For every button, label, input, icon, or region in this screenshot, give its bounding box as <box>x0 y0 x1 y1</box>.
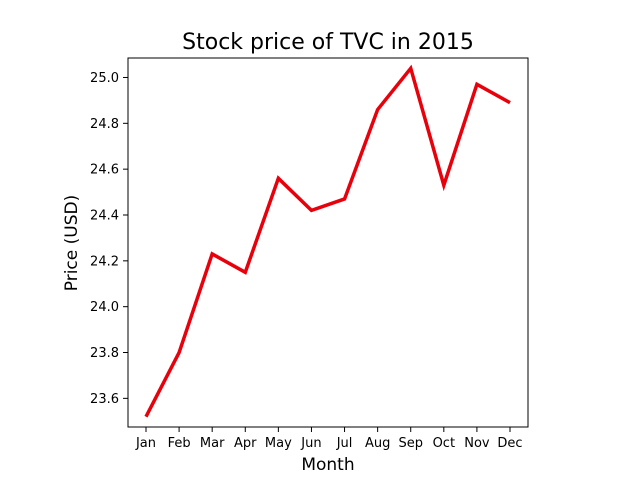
y-tick-label-5: 24.6 <box>90 163 119 178</box>
x-tick-label-aug: Aug <box>365 436 390 451</box>
y-tick-label-0: 23.6 <box>90 392 119 407</box>
x-tick-label-may: May <box>265 436 292 451</box>
x-tick-label-mar: Mar <box>200 436 225 451</box>
y-tick-label-2: 24.0 <box>90 300 119 315</box>
y-tick-label-3: 24.2 <box>90 254 119 269</box>
x-tick-label-nov: Nov <box>464 436 490 451</box>
y-axis-label: Price (USD) <box>62 195 82 291</box>
chart-title: Stock price of TVC in 2015 <box>182 30 474 55</box>
plot-frame <box>127 57 529 428</box>
y-tick-label-6: 24.8 <box>90 117 119 132</box>
x-tick-label-dec: Dec <box>497 436 522 451</box>
y-tick-label-1: 23.8 <box>90 346 119 361</box>
y-tick-label-4: 24.4 <box>90 208 119 223</box>
x-tick-label-jul: Jul <box>336 436 353 451</box>
x-tick-label-sep: Sep <box>398 436 423 451</box>
series-line-0 <box>144 64 511 418</box>
plot-area: Jan Feb Mar Apr May Jun Jul Aug Sep Oct Nov Dec 23.6… <box>90 57 529 451</box>
x-tick-label-jan: Jan <box>135 436 156 451</box>
x-tick-label-feb: Feb <box>168 436 191 451</box>
x-axis-label: Month <box>301 455 354 475</box>
x-tick-label-jun: Jun <box>300 436 321 451</box>
y-tick-label-7: 25.0 <box>90 71 119 86</box>
x-tick-label-apr: Apr <box>234 436 257 451</box>
x-tick-label-oct: Oct <box>433 436 455 451</box>
